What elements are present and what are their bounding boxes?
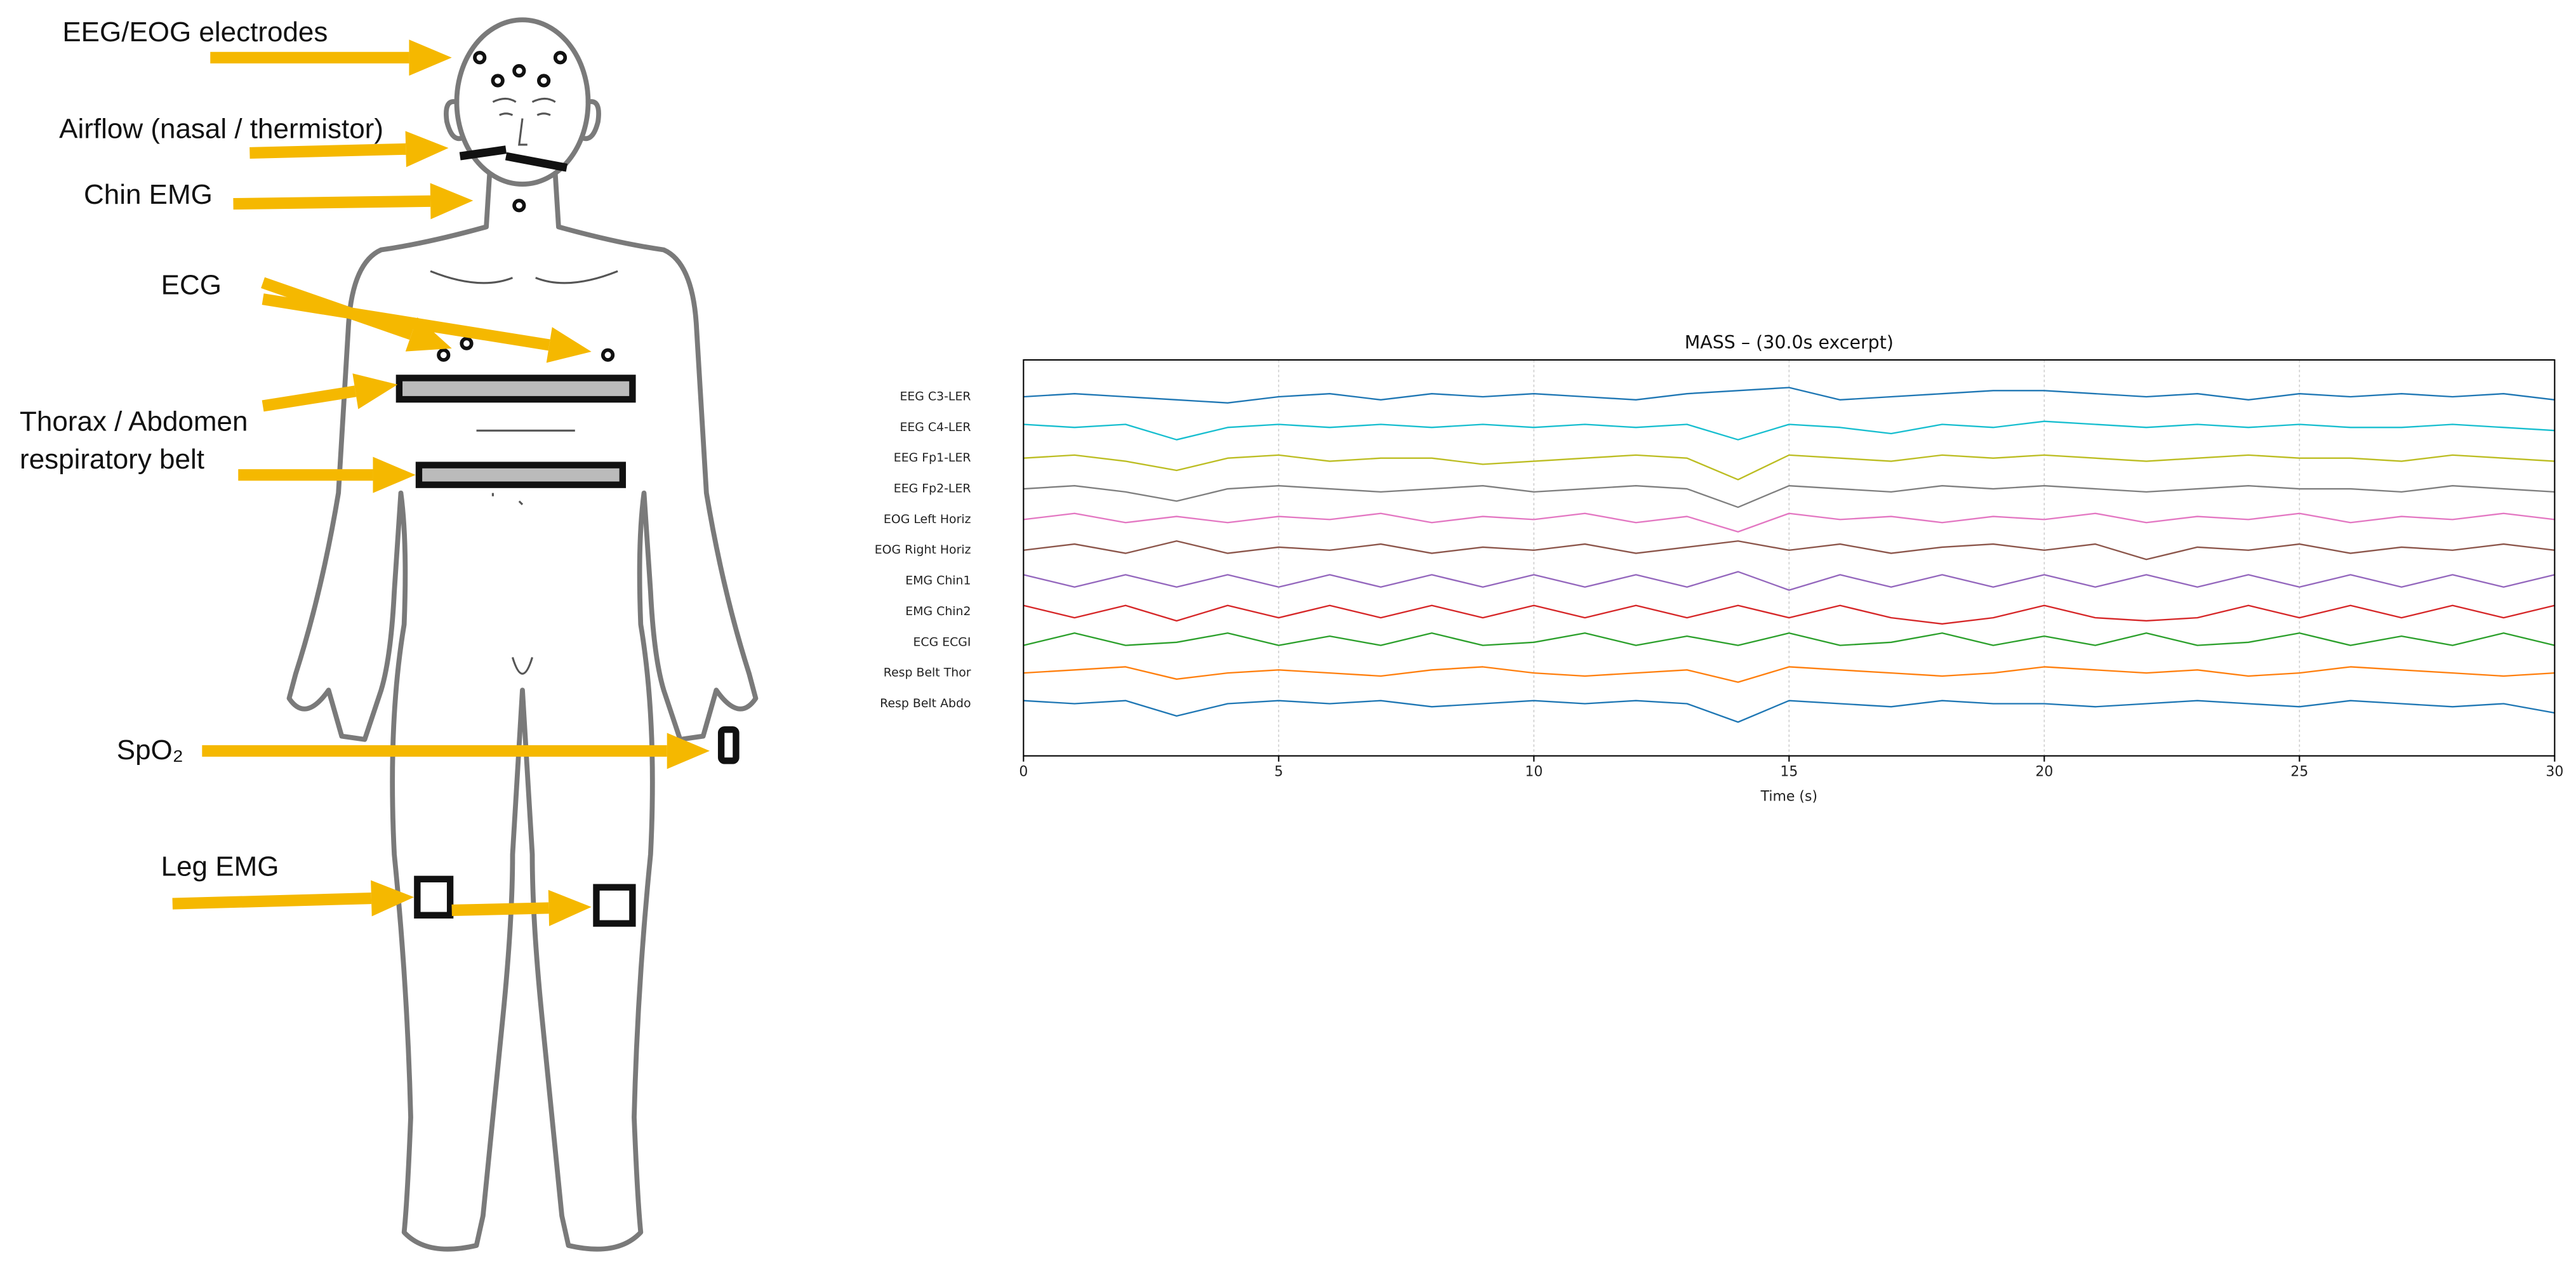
arrow-head (667, 733, 710, 769)
arrow-shaft (451, 902, 549, 917)
label: ECG (161, 269, 222, 300)
arrow-shaft (172, 893, 372, 910)
x-tick-label: 10 (1525, 764, 1543, 780)
trace (1023, 632, 2555, 646)
chart-title: MASS – (30.0s excerpt) (1685, 332, 1894, 353)
plot-frame (1023, 359, 2556, 757)
label: Chin EMG (84, 179, 213, 210)
arrow-head (373, 456, 416, 493)
label: Thorax / Abdomen (20, 406, 248, 437)
sensors (395, 51, 740, 927)
label: SpO₂ (117, 734, 183, 766)
arrow-head (352, 373, 398, 409)
y-tick-label: EOG Left Horiz (884, 512, 971, 526)
y-tick-label: Resp Belt Thor (884, 666, 971, 680)
x-tick-label: 0 (1019, 764, 1028, 780)
label: EEG/EOG electrodes (62, 17, 328, 48)
trace (1023, 485, 2555, 508)
arrow-shaft (233, 195, 431, 210)
arrow-head (371, 880, 415, 917)
electrode (553, 51, 568, 65)
trace (1023, 666, 2555, 683)
thorax-belt (395, 375, 636, 403)
arrow-head (548, 889, 592, 926)
electrode (437, 348, 451, 362)
x-tick-label: 20 (2035, 764, 2053, 780)
trace (1023, 540, 2555, 561)
trace (1023, 454, 2555, 481)
arrow-shaft (249, 143, 406, 159)
x-tick-label: 5 (1274, 764, 1283, 780)
x-tick-label: 30 (2546, 764, 2563, 780)
arrow-shaft (262, 293, 550, 351)
x-tick-label: 25 (2290, 764, 2308, 780)
y-tick-label: EOG Right Horiz (875, 543, 971, 557)
y-tick-label: EMG Chin1 (905, 574, 971, 588)
label: Airflow (nasal / thermistor) (59, 114, 383, 145)
y-tick-label: EEG C3-LER (900, 389, 971, 403)
y-tick-label: ECG ECGI (913, 635, 971, 649)
body-outline (286, 17, 759, 1252)
trace (1023, 571, 2555, 591)
arrows (172, 39, 710, 926)
trace (1023, 604, 2555, 625)
trace (1023, 420, 2555, 441)
nasal-cannula (459, 145, 568, 172)
y-tick-label: EEG C4-LER (900, 420, 971, 434)
y-tick-label: EEG Fp2-LER (894, 482, 971, 496)
label: Leg EMG (161, 851, 279, 882)
arrow-head (405, 131, 449, 168)
y-tick-label: EMG Chin2 (905, 604, 971, 618)
electrode (473, 51, 487, 65)
electrode (512, 63, 526, 78)
spo2-clip (717, 726, 740, 764)
y-tick-label: EEG Fp1-LER (894, 451, 971, 465)
trace (1023, 700, 2555, 723)
arrow-shaft (262, 385, 357, 412)
leg-electrode (593, 884, 636, 927)
leg-electrode (414, 875, 454, 919)
x-tick-label: 15 (1780, 764, 1798, 780)
electrode (512, 199, 526, 213)
electrode (491, 74, 505, 88)
label: respiratory belt (20, 444, 204, 475)
arrow-head (430, 183, 474, 220)
electrode (460, 336, 474, 350)
x-axis-label: Time (s) (1760, 788, 1817, 804)
trace (1023, 512, 2555, 533)
arrow-head (409, 39, 452, 76)
electrode (601, 348, 615, 362)
electrode (537, 74, 551, 88)
abdomen-belt (415, 462, 627, 488)
arrow-head (546, 327, 592, 363)
y-tick-label: Resp Belt Abdo (880, 696, 971, 710)
trace (1023, 387, 2555, 404)
chart: MASS – (30.0s excerpt) Time (s) 0 5 10 15 20… (875, 332, 2564, 804)
